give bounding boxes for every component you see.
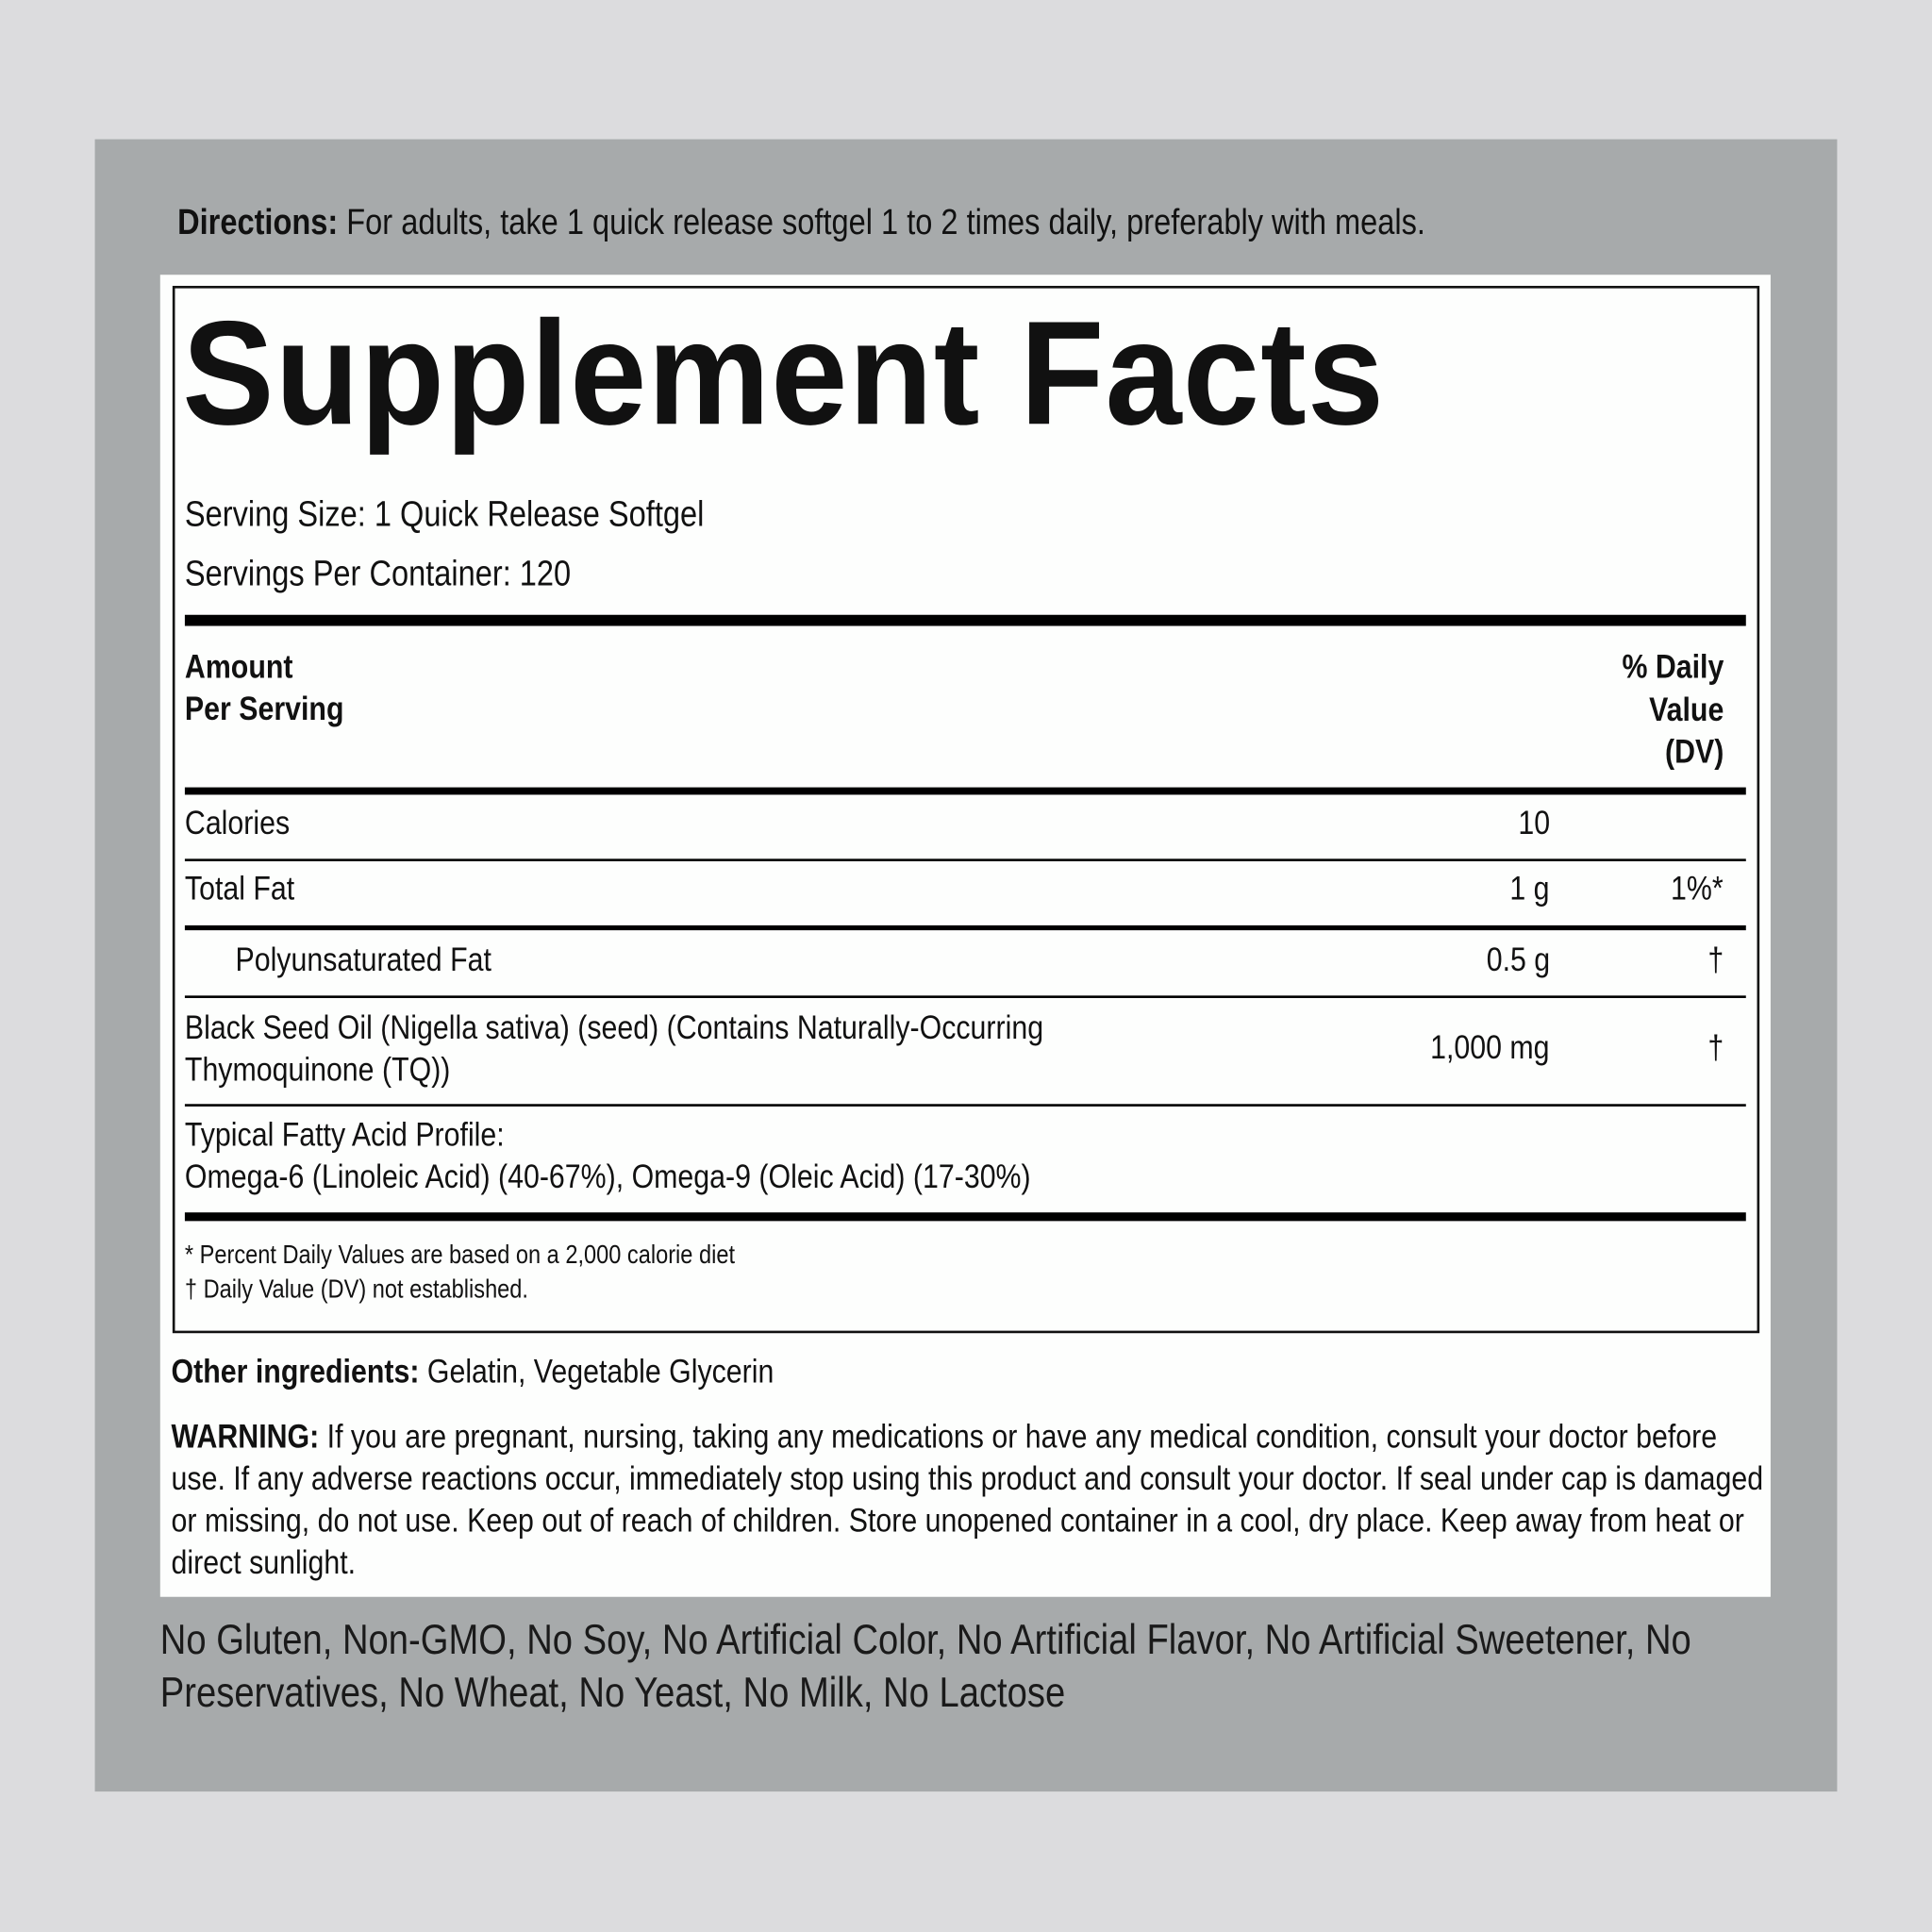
profile-line2: Omega-6 (Linoleic Acid) (40-67%), Omega-… — [184, 1158, 1031, 1195]
directions: Directions: For adults, take 1 quick rel… — [177, 204, 1425, 244]
warning-text: If you are pregnant, nursing, taking any… — [171, 1418, 1764, 1581]
black-seed-oil-dv: † — [1707, 1028, 1724, 1066]
facts-title: Supplement Facts — [182, 291, 1386, 457]
polyunsaturated-fat-dv: † — [1707, 941, 1724, 979]
row-divider — [184, 924, 1746, 931]
row-divider — [184, 1104, 1746, 1107]
calories-amount: 10 — [1518, 804, 1551, 842]
total-fat-name: Total Fat — [184, 870, 295, 908]
other-ingredients: Other ingredients: Gelatin, Vegetable Gl… — [172, 1352, 774, 1391]
row-divider — [184, 858, 1746, 861]
polyunsaturated-fat-name: Polyunsaturated Fat — [235, 941, 491, 979]
amount-header: Amount Per Serving — [185, 645, 344, 729]
warning: WARNING: If you are pregnant, nursing, t… — [172, 1416, 1772, 1584]
calories-name: Calories — [184, 804, 291, 842]
dv-header: % Daily Value (DV) — [1622, 645, 1724, 773]
total-fat-dv: 1%* — [1671, 870, 1724, 908]
label-panel — [159, 275, 1771, 1597]
header-divider — [184, 787, 1746, 795]
black-seed-oil-name: Black Seed Oil (Nigella sativa) (seed) (… — [185, 1007, 1043, 1091]
footnotes: * Percent Daily Values are based on a 2,… — [185, 1239, 735, 1307]
warning-label: WARNING: — [171, 1418, 320, 1456]
thick-divider — [184, 614, 1746, 626]
footnote-dv-not-established: † Daily Value (DV) not established. — [184, 1274, 528, 1304]
other-ingredients-label: Other ingredients: — [171, 1353, 420, 1391]
total-fat-amount: 1 g — [1509, 870, 1551, 908]
other-ingredients-text: Gelatin, Vegetable Glycerin — [419, 1353, 774, 1391]
serving-size: Serving Size: 1 Quick Release Softgel — [184, 495, 705, 535]
directions-text: For adults, take 1 quick release softgel… — [338, 203, 1425, 243]
directions-label: Directions: — [177, 203, 339, 243]
servings-per-container: Servings Per Container: 120 — [184, 554, 572, 594]
row-divider — [184, 995, 1746, 998]
black-seed-oil-line2: Thymoquinone (TQ)) — [184, 1051, 451, 1089]
amount-line2: Per Serving — [184, 690, 344, 727]
thick-divider — [184, 1212, 1746, 1222]
footnote-dv-basis: * Percent Daily Values are based on a 2,… — [184, 1241, 735, 1270]
black-seed-oil-amount: 1,000 mg — [1430, 1028, 1551, 1066]
dv-line2: Value — [1649, 691, 1724, 728]
fatty-acid-profile: Typical Fatty Acid Profile: Omega-6 (Lin… — [185, 1114, 1031, 1198]
black-seed-oil-line1: Black Seed Oil (Nigella sativa) (seed) (… — [184, 1008, 1044, 1046]
free-from-claims: No Gluten, Non-GMO, No Soy, No Artificia… — [159, 1616, 1691, 1717]
amount-line1: Amount — [184, 648, 293, 686]
dv-line3: (DV) — [1664, 733, 1724, 771]
profile-line1: Typical Fatty Acid Profile: — [184, 1116, 505, 1154]
supplement-facts-box — [172, 286, 1760, 1334]
dv-line1: % Daily — [1622, 648, 1724, 686]
polyunsaturated-fat-amount: 0.5 g — [1486, 941, 1551, 979]
